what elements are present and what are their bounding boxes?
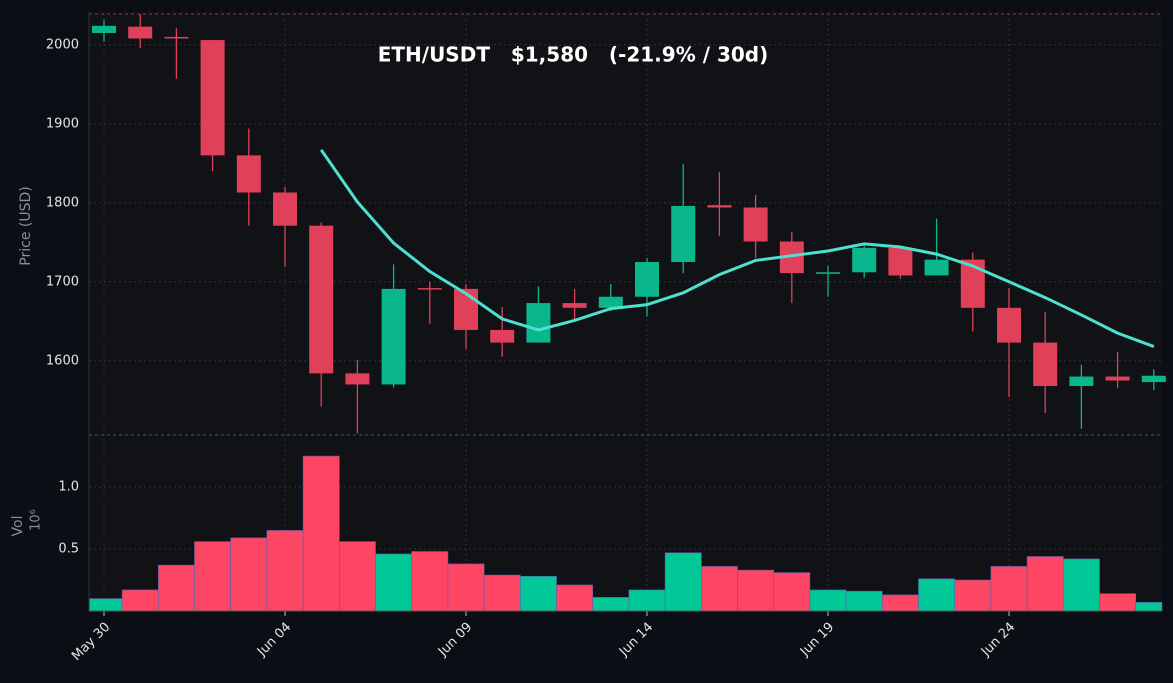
candle-body bbox=[309, 225, 334, 374]
candle-body bbox=[345, 373, 370, 385]
volume-bar bbox=[121, 589, 159, 612]
moving-average-line bbox=[319, 149, 1155, 348]
volume-bar bbox=[302, 455, 340, 612]
y-tick-label: 1600 bbox=[46, 353, 79, 368]
candle-body bbox=[273, 192, 297, 226]
candle-body bbox=[490, 329, 515, 343]
volume-bar bbox=[1026, 556, 1064, 612]
candle-body bbox=[417, 288, 442, 290]
volume-scale-label: 10⁶ bbox=[29, 509, 44, 531]
volume-bar bbox=[483, 574, 521, 612]
candle-body bbox=[92, 25, 116, 33]
candle-body bbox=[635, 262, 659, 297]
candle-body bbox=[381, 288, 406, 385]
volume-bar bbox=[519, 575, 557, 612]
candle-body bbox=[454, 288, 478, 330]
price-panel bbox=[89, 12, 1162, 435]
candle-body bbox=[1033, 342, 1058, 387]
volume-bar bbox=[338, 541, 376, 612]
volume-bar bbox=[737, 569, 775, 612]
chart-title: ETH/USDT $1,580 (-21.9% / 30d) bbox=[378, 43, 769, 67]
candle-body bbox=[562, 303, 587, 308]
candle-body bbox=[200, 40, 225, 156]
volume-bar bbox=[194, 541, 232, 612]
candle-body bbox=[671, 205, 696, 263]
volume-bar bbox=[845, 590, 883, 612]
y-tick-label: 2000 bbox=[46, 37, 79, 52]
volume-bar bbox=[700, 566, 738, 612]
candle-body bbox=[1069, 376, 1094, 387]
candle-body bbox=[1105, 376, 1130, 381]
candle-body bbox=[997, 307, 1021, 343]
candle-body bbox=[128, 26, 153, 39]
candle-body bbox=[236, 155, 261, 193]
candle-body bbox=[852, 247, 877, 273]
candle-body bbox=[526, 303, 551, 343]
volume-bar bbox=[1135, 602, 1163, 612]
candle-body bbox=[888, 247, 913, 276]
y-axis-label: Price (USD) bbox=[18, 186, 34, 265]
volume-bar bbox=[556, 584, 594, 612]
candle-body bbox=[743, 207, 768, 242]
volume-bar bbox=[809, 589, 847, 612]
volume-bar bbox=[266, 530, 304, 612]
candle-body bbox=[707, 205, 732, 208]
candle-body bbox=[1141, 375, 1166, 383]
candle-body bbox=[164, 36, 189, 39]
volume-bar bbox=[1063, 558, 1100, 612]
candle-body bbox=[960, 259, 985, 308]
volume-bar bbox=[628, 589, 666, 612]
candle-body bbox=[924, 259, 949, 276]
volume-bar bbox=[918, 578, 956, 612]
volume-bar bbox=[411, 551, 449, 612]
candle-body bbox=[816, 272, 840, 274]
grid bbox=[89, 14, 1162, 611]
volume-bar bbox=[375, 553, 413, 612]
volume-bar bbox=[773, 572, 811, 612]
volume-bar bbox=[158, 564, 195, 612]
marks bbox=[88, 14, 1166, 612]
volume-bar bbox=[447, 563, 485, 612]
y-tick-label: 1800 bbox=[46, 195, 79, 210]
volume-bar bbox=[592, 597, 630, 612]
volume-bar bbox=[1099, 593, 1137, 612]
y-tick-label: 1.0 bbox=[58, 480, 79, 495]
volume-bar bbox=[230, 537, 268, 612]
y-tick-label: 1900 bbox=[46, 116, 79, 131]
volume-axis-label: Vol bbox=[10, 516, 26, 537]
volume-bar bbox=[664, 552, 702, 612]
volume-bar bbox=[990, 566, 1028, 612]
y-tick-label: 0.5 bbox=[58, 542, 79, 557]
candle-body bbox=[598, 296, 623, 308]
volume-bar bbox=[88, 598, 123, 612]
volume-bar bbox=[881, 594, 919, 612]
y-tick-label: 1700 bbox=[46, 274, 79, 289]
volume-bar bbox=[954, 579, 992, 612]
